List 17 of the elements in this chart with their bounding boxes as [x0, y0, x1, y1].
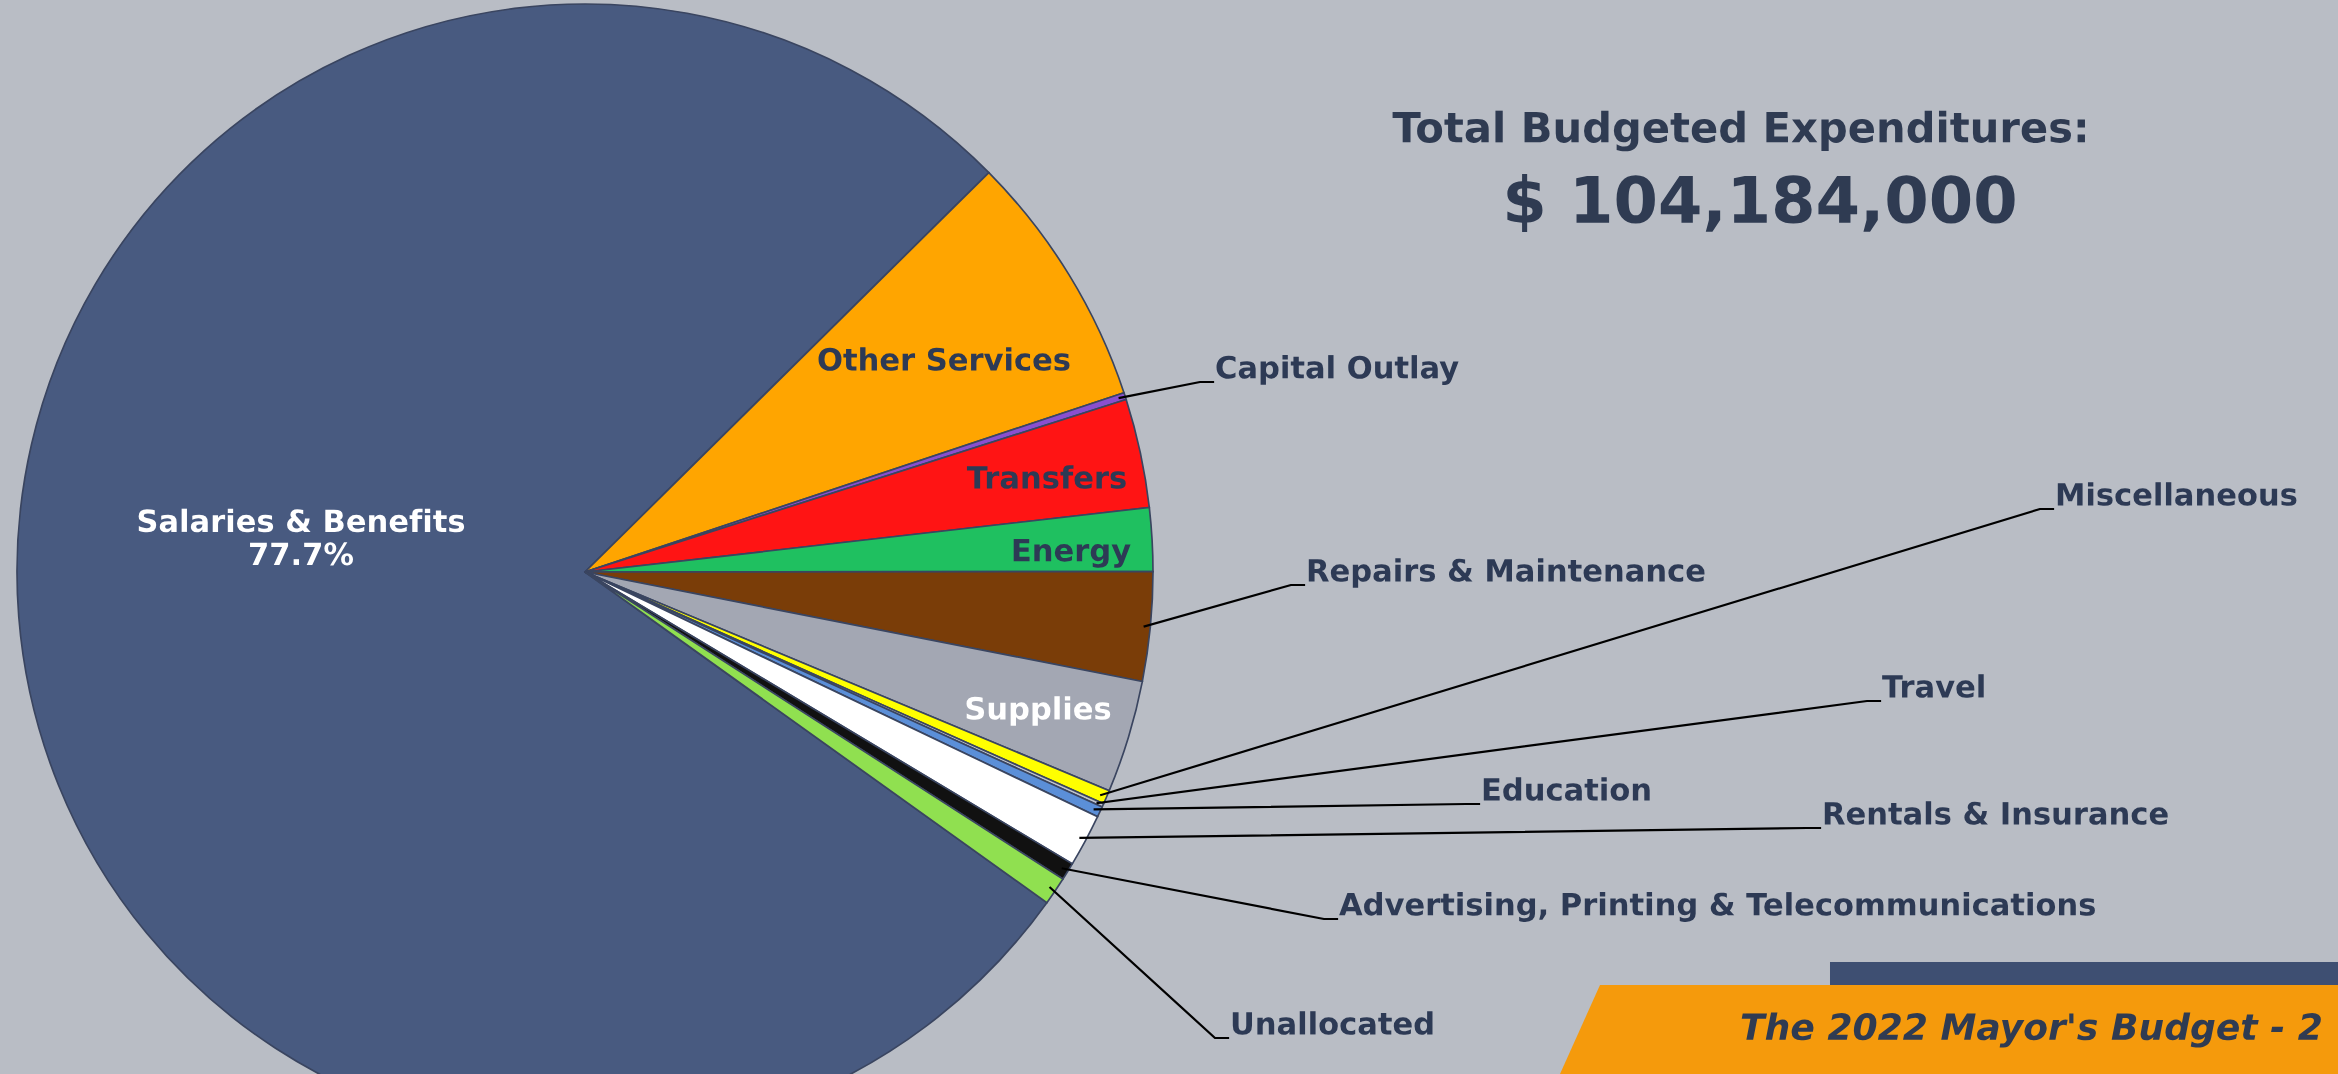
slice-label: Capital Outlay — [1216, 355, 1459, 385]
slice-label: Education — [1483, 777, 1650, 801]
text: Total Budgeted Expenditures: — [1392, 110, 2085, 152]
slice-label: Energy — [1013, 538, 1131, 568]
slice-label: Other Services — [818, 347, 1070, 371]
slice-label: Transfers — [966, 465, 1126, 489]
slice-label: Supplies — [966, 696, 1111, 726]
slice-label: Unallocated — [1232, 1011, 1433, 1035]
text: The 2022 Mayor's Budget - 2 — [1741, 1012, 2321, 1048]
data-label: 77.7% — [250, 542, 354, 566]
slice-label: Miscellaneous — [2057, 482, 2297, 506]
slice-label: Repairs & Maintenance — [1308, 558, 1705, 588]
slice-label: Rentals & Insurance — [1824, 801, 2168, 825]
text: $ 104,184,000 — [1507, 174, 2015, 233]
slice-label: Travel — [1882, 674, 1984, 698]
slice-label: Salaries & Benefits — [138, 508, 465, 533]
slice-label: Advertising, Printing & Telecommunications — [1339, 892, 2095, 922]
